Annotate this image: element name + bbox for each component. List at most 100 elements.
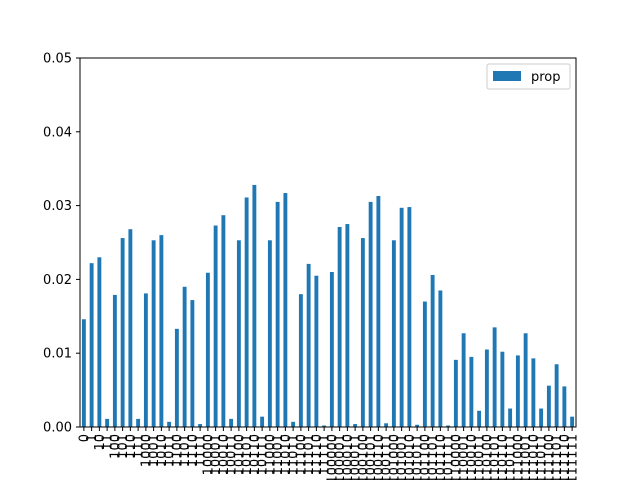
bar-110 <box>128 229 133 427</box>
bar-100010 <box>345 224 350 427</box>
bar-10010 <box>221 215 226 427</box>
bar-111110 <box>562 386 567 427</box>
x-tick-label: 111100 <box>542 434 557 480</box>
bar-100 <box>112 294 117 427</box>
x-tick-label: 11111 <box>318 434 333 475</box>
y-tick-label: 0.05 <box>43 52 72 67</box>
x-tick-label: 111110 <box>558 434 573 480</box>
bar-111111 <box>570 416 575 427</box>
bar-101111 <box>446 425 451 427</box>
bar-1011 <box>167 421 172 427</box>
y-tick-label: 0.01 <box>43 347 72 362</box>
axes-frame <box>79 57 577 428</box>
x-tick-label: 110011 <box>473 434 488 480</box>
x-tick-label: 101 <box>116 434 131 459</box>
x-tick-label: 0 <box>77 434 92 442</box>
bar-100110 <box>376 196 381 427</box>
x-tick-label: 101111 <box>442 434 457 480</box>
bar-101110 <box>438 290 443 427</box>
bar-111101 <box>554 364 559 427</box>
x-tick-label: 111000 <box>511 434 526 480</box>
legend-swatch-prop <box>493 71 521 81</box>
bar-10000 <box>205 272 210 427</box>
bar-111100 <box>546 385 551 427</box>
x-tick-label: 101100 <box>418 434 433 480</box>
x-tick-label: 100100 <box>356 434 371 480</box>
bar-111011 <box>539 408 544 427</box>
x-tick-label: 11100 <box>294 434 309 475</box>
x-tick-label: 100010 <box>341 434 356 480</box>
bar-110000 <box>453 359 458 427</box>
bar-110100 <box>484 349 489 427</box>
x-tick-label: 10110 <box>248 434 263 475</box>
y-tick-label: 0.02 <box>43 273 72 288</box>
bar-10110 <box>252 184 257 427</box>
x-tick-label: 1000 <box>139 434 154 467</box>
x-tick-label: 10000 <box>201 434 216 475</box>
x-tick-label: 101001 <box>395 434 410 480</box>
x-tick-label: 100001 <box>333 434 348 480</box>
x-tick-label: 101011 <box>411 434 426 480</box>
bar-110010 <box>469 356 474 427</box>
bar-1100 <box>174 328 179 427</box>
bar-1001 <box>151 240 156 427</box>
bar-111001 <box>523 333 528 427</box>
x-tick-label: 110 <box>124 434 139 459</box>
x-tick-label: 10100 <box>232 434 247 475</box>
legend-box <box>486 63 571 90</box>
x-tick-label: 100110 <box>372 434 387 480</box>
bar-1111 <box>198 424 203 427</box>
bar-110101 <box>492 327 497 427</box>
x-tick-label: 100011 <box>349 434 364 480</box>
x-tick-label: 101000 <box>387 434 402 480</box>
bar-1000 <box>143 293 148 427</box>
x-tick-label: 10 <box>93 434 108 451</box>
bar-1 <box>89 263 94 427</box>
x-tick-label: 10011 <box>225 434 240 475</box>
y-tick-label: 0.03 <box>43 199 72 214</box>
bar-110001 <box>461 333 466 427</box>
x-tick-label: 11001 <box>271 434 286 475</box>
bar-11011 <box>291 421 296 427</box>
legend-label-prop: prop <box>531 70 561 85</box>
bar-11010 <box>283 193 288 427</box>
x-tick-label: 1110 <box>186 434 201 467</box>
bar-101000 <box>391 240 396 427</box>
x-tick-label: 11011 <box>287 434 302 475</box>
y-tick-label: 0.00 <box>43 421 72 436</box>
x-tick-label: 11010 <box>279 434 294 475</box>
x-tick-label: 1111 <box>194 434 209 467</box>
bar-110110 <box>500 351 505 427</box>
bar-101100 <box>422 301 427 427</box>
bar-100000 <box>329 272 334 427</box>
bar-11110 <box>314 275 319 427</box>
x-tick-label: 110110 <box>496 434 511 480</box>
x-tick-label: 11101 <box>302 434 317 475</box>
x-tick-label: 110010 <box>465 434 480 480</box>
legend: prop <box>486 63 571 90</box>
x-tick-label: 1101 <box>178 434 193 467</box>
bar-10111 <box>260 416 265 427</box>
x-tick-label: 1011 <box>163 434 178 467</box>
bar-101011 <box>415 424 420 427</box>
x-tick-label: 101010 <box>403 434 418 480</box>
bar-1010 <box>159 235 164 427</box>
x-tick-label: 100000 <box>325 434 340 480</box>
x-tick-label: 10111 <box>256 434 271 475</box>
bar-11100 <box>298 294 303 427</box>
x-tick-label: 111 <box>132 434 147 459</box>
x-tick-label: 110111 <box>504 434 519 480</box>
bar-10011 <box>229 418 234 427</box>
x-tick-label: 11110 <box>310 434 325 475</box>
x-tick-label: 1 <box>85 434 100 442</box>
bar-100111 <box>384 423 389 427</box>
x-tick-label: 111101 <box>550 434 565 480</box>
x-tick-label: 100 <box>108 434 123 459</box>
bar-111000 <box>515 355 520 427</box>
bar-101 <box>120 238 125 427</box>
bar-10001 <box>213 225 218 427</box>
x-tick-label: 100101 <box>364 434 379 480</box>
x-tick-label: 101110 <box>434 434 449 480</box>
x-tick-label: 1100 <box>170 434 185 467</box>
bar-11000 <box>267 240 272 427</box>
